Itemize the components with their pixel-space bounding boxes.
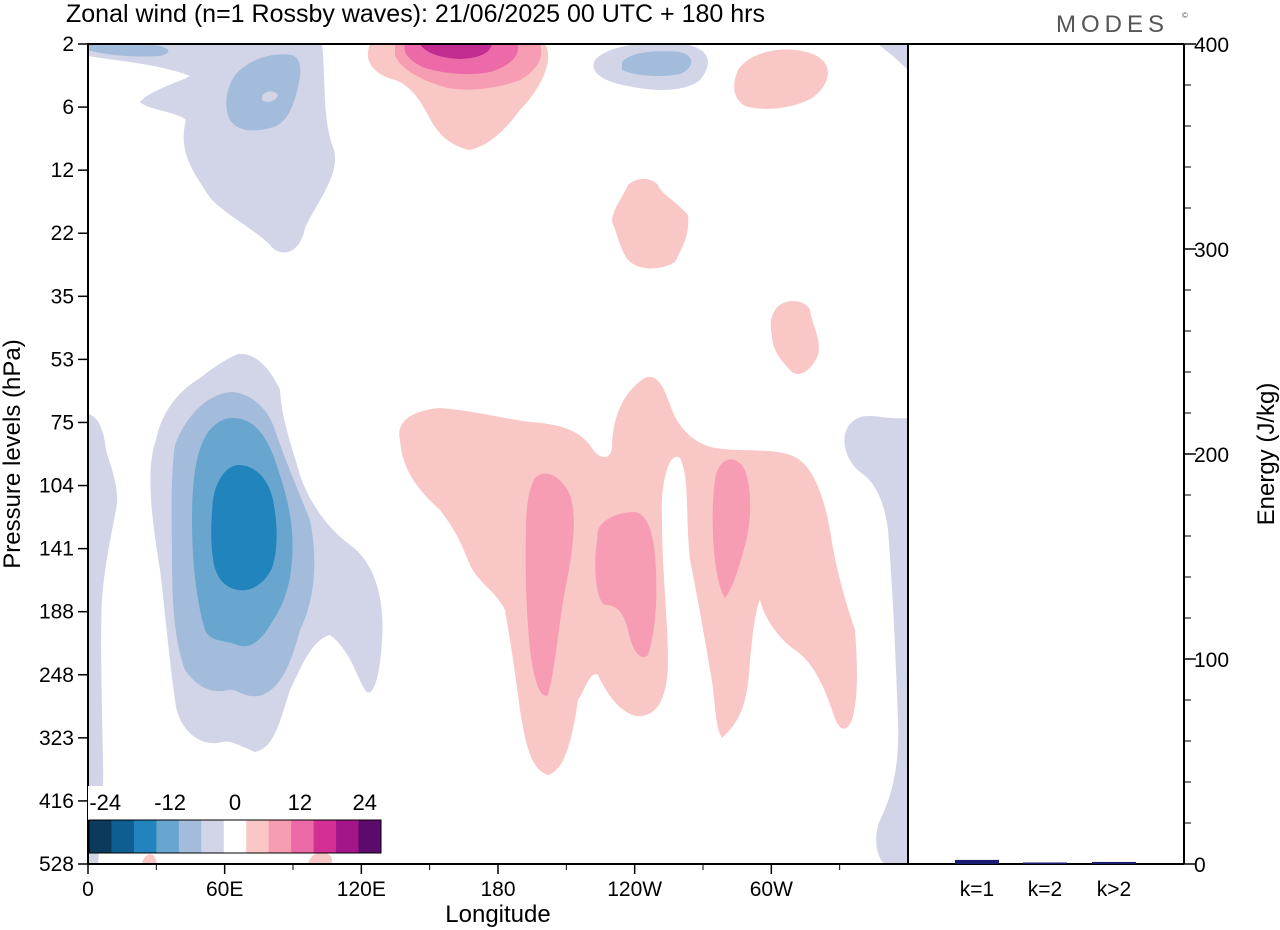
pos-contour-lvl2-mid-c [712,459,751,598]
pos-contour-lvl1-upper-mid [612,178,689,269]
energy-category-label: k=2 [1028,878,1062,901]
y-tick-label: 188 [39,601,74,624]
colorbar-swatch [223,820,247,853]
y-tick-label: 53 [51,348,74,371]
colorbar-swatch [156,820,180,853]
energy-category-label: k=1 [960,878,994,901]
pos-contour-lvl1-bottom-b [308,852,332,864]
x-tick-label: 120W [607,878,662,901]
x-tick-label: 180 [480,878,515,901]
colorbar-swatch [111,820,135,853]
y-tick-label: 22 [51,222,74,245]
neg-contour-lvl2-topleft-a [88,44,169,57]
pos-contour-lvl4-top [420,44,492,59]
y-tick-label: 35 [51,285,74,308]
energy-tick-label: 300 [1194,239,1229,262]
energy-axis-label: Energy (J/kg) [1253,383,1280,526]
colorbar-tick-label: 12 [288,790,312,815]
colorbar-swatches [89,820,382,853]
colorbar-tick-label: 0 [229,790,241,815]
colorbar-swatch [133,820,157,853]
colorbar-swatch [201,820,225,853]
colorbar-swatch [246,820,270,853]
colorbar-label-background [88,786,382,820]
y-tick-label: 12 [51,159,74,182]
colorbar-swatch [313,820,337,853]
y-tick-label: 528 [39,853,74,876]
x-tick-label: 120E [337,878,386,901]
colorbar-swatch [89,820,112,853]
x-axis: 0 60E 120E 180 120W 60W [82,864,841,901]
pos-contour-lvl1-topright [734,49,828,109]
y-axis: 2 6 12 22 35 53 75 104 141 188 248 323 416 528 [39,33,88,876]
pos-contour-lvl1-small [770,301,819,375]
energy-categories: k=1 k=2 k>2 [960,878,1131,901]
neg-contour-lvl4-mid [211,465,277,591]
energy-tick-label: 100 [1194,649,1229,672]
y-tick-label: 2 [62,33,74,56]
y-tick-label: 104 [39,475,74,498]
energy-y-axis: 0 100 200 300 400 [1184,34,1229,877]
energy-bar [1092,861,1136,864]
energy-bar [955,859,999,864]
x-tick-label: 0 [82,878,94,901]
x-tick-label: 60W [750,878,793,901]
colorbar-swatch [291,820,315,853]
energy-category-label: k>2 [1097,878,1131,901]
y-axis-label: Pressure levels (hPa) [0,339,26,568]
energy-panel: k=1 k=2 k>2 0 100 200 300 400 Energy (J/kg) [907,34,1280,901]
neg-contour-lvl1-rightedge [844,415,908,864]
y-tick-label: 248 [39,664,74,687]
y-tick-label: 323 [39,727,74,750]
energy-bar [1023,862,1067,864]
colorbar-tick-label: -24 [89,790,121,815]
energy-tick-label: 200 [1194,444,1229,467]
x-tick-label: 60E [206,878,243,901]
brand-mark: © [1182,11,1188,20]
neg-contour-lvl1-topleft [88,44,336,253]
y-tick-label: 416 [39,790,74,813]
modes-logo: MODES © [1056,11,1188,38]
pos-contour-lvl2-mid-b [595,512,657,658]
colorbar-tick-label: -12 [154,790,186,815]
pos-contour-lvl1-bottom-a [142,854,157,864]
colorbar-swatch [358,820,382,853]
colorbar-tick-label: 24 [353,790,377,815]
contour-fields [88,44,908,864]
y-tick-label: 6 [62,96,74,119]
colorbar-frame [88,819,382,854]
energy-tick-label: 0 [1194,854,1206,877]
neg-contour-lvl1-topright [878,44,908,70]
colorbar-swatch [178,820,202,853]
colorbar-swatch [336,820,360,853]
neg-contour-lvl1-leftedge [88,414,118,864]
contour-panel: 0 60E 120E 180 120W 60W 2 6 12 22 35 53 75 104 141 188… [0,33,909,928]
x-axis-label: Longitude [445,901,550,928]
energy-bars [955,859,1136,864]
pos-contour-lvl2-mid-a [525,473,574,696]
brand-text: MODES [1056,11,1169,38]
colorbar: -24 -12 0 12 24 [88,786,382,854]
neg-contour-lvl2-topcenter [622,51,692,77]
y-tick-label: 141 [39,538,74,561]
y-tick-label: 75 [51,411,74,434]
colorbar-swatch [268,820,292,853]
colorbar-labels: -24 -12 0 12 24 [89,790,377,815]
chart-title: Zonal wind (n=1 Rossby waves): 21/06/202… [66,0,765,28]
neg-contour-lvl2-topleft-b [226,54,301,131]
energy-tick-label: 400 [1194,34,1229,57]
